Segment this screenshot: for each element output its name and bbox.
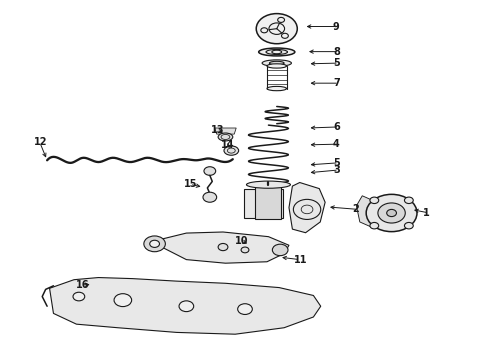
- Circle shape: [370, 197, 379, 203]
- Polygon shape: [356, 196, 377, 227]
- Text: 14: 14: [220, 140, 234, 150]
- Circle shape: [238, 304, 252, 315]
- Circle shape: [278, 17, 285, 22]
- Circle shape: [218, 243, 228, 251]
- Text: 7: 7: [333, 78, 340, 88]
- Text: 6: 6: [333, 122, 340, 132]
- Circle shape: [387, 210, 396, 217]
- Polygon shape: [289, 183, 325, 233]
- Text: 13: 13: [211, 125, 224, 135]
- Text: 15: 15: [184, 179, 197, 189]
- Polygon shape: [245, 189, 283, 218]
- Ellipse shape: [262, 60, 292, 66]
- Ellipse shape: [246, 181, 291, 188]
- Ellipse shape: [224, 146, 239, 155]
- Ellipse shape: [259, 48, 295, 56]
- Polygon shape: [151, 232, 289, 263]
- Circle shape: [404, 197, 413, 203]
- Text: 5: 5: [333, 158, 340, 168]
- Circle shape: [282, 33, 288, 38]
- Text: 1: 1: [423, 208, 430, 218]
- Text: 16: 16: [76, 280, 90, 290]
- Ellipse shape: [218, 133, 233, 141]
- Circle shape: [378, 203, 405, 223]
- Text: 5: 5: [333, 58, 340, 68]
- Circle shape: [370, 222, 379, 229]
- Polygon shape: [215, 128, 236, 134]
- Ellipse shape: [270, 61, 284, 65]
- Text: 4: 4: [333, 139, 340, 149]
- Circle shape: [203, 192, 217, 202]
- Circle shape: [256, 14, 297, 44]
- Circle shape: [404, 222, 413, 229]
- Ellipse shape: [267, 64, 287, 68]
- Circle shape: [261, 28, 268, 33]
- Circle shape: [179, 301, 194, 312]
- Circle shape: [144, 236, 165, 252]
- Text: 3: 3: [333, 165, 340, 175]
- Text: 10: 10: [235, 236, 249, 246]
- Circle shape: [204, 167, 216, 175]
- Text: 2: 2: [352, 204, 359, 215]
- Polygon shape: [49, 278, 321, 334]
- Text: 12: 12: [34, 138, 48, 147]
- Circle shape: [272, 244, 288, 256]
- Polygon shape: [255, 185, 281, 220]
- Circle shape: [73, 292, 85, 301]
- Circle shape: [366, 194, 417, 231]
- Circle shape: [150, 240, 159, 247]
- Text: 11: 11: [294, 255, 307, 265]
- Ellipse shape: [272, 50, 282, 54]
- Ellipse shape: [266, 49, 288, 54]
- Text: 8: 8: [333, 46, 340, 57]
- Circle shape: [241, 247, 249, 253]
- Ellipse shape: [267, 86, 287, 91]
- Text: 9: 9: [333, 22, 340, 32]
- Circle shape: [114, 294, 132, 307]
